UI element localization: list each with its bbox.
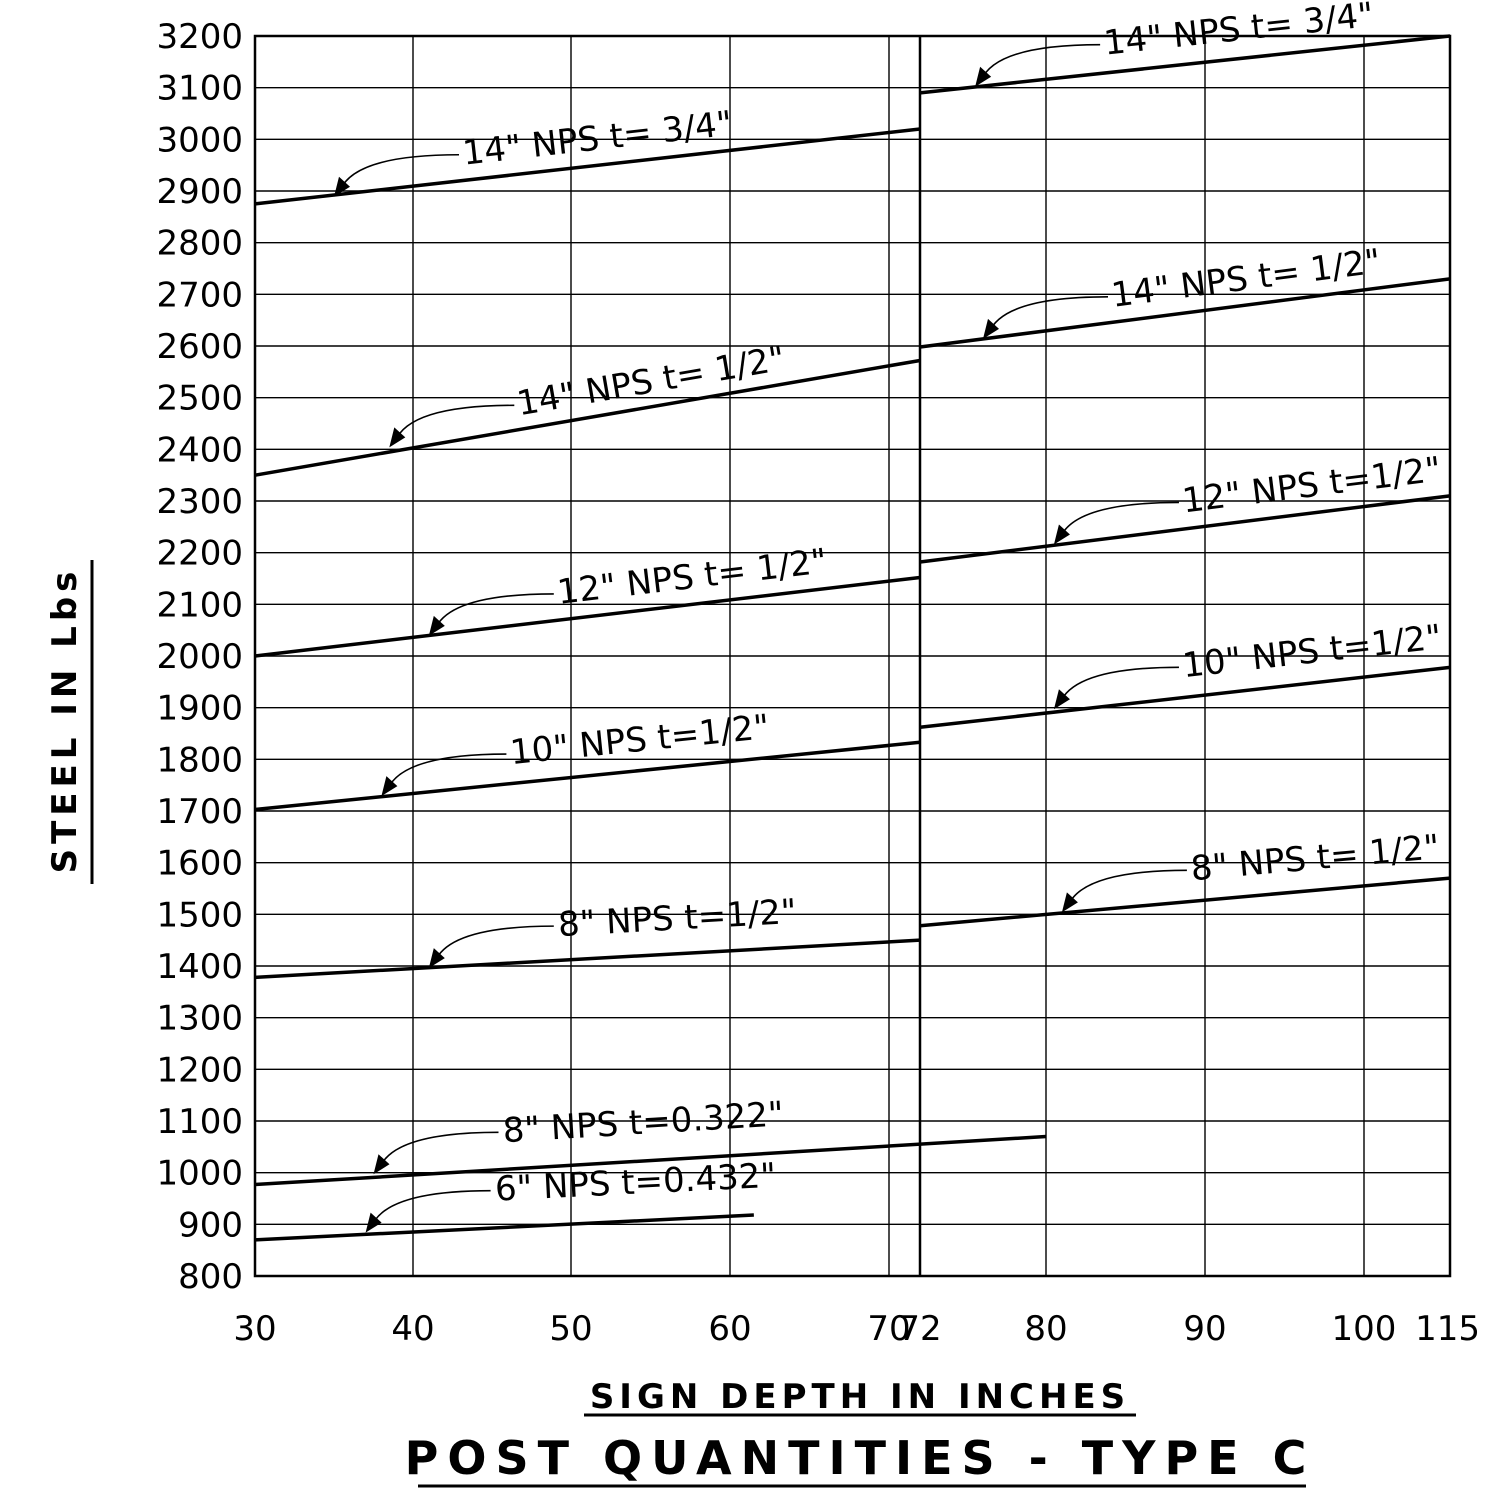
series-label: 8" NPS t=0.322" <box>502 1094 785 1151</box>
y-tick-label: 3100 <box>156 69 243 109</box>
x-tick-label: 30 <box>233 1309 276 1349</box>
series-line <box>919 665 1451 730</box>
series-line <box>254 358 921 477</box>
series-leader-line <box>1067 869 1187 907</box>
y-axis-ticks: 800 900 1000 1100 1200 1300 1400 1500 1600 1700 18… <box>156 17 243 1297</box>
x-tick-label: 80 <box>1024 1309 1067 1349</box>
y-tick-label: 2200 <box>156 534 243 574</box>
y-tick-label: 2700 <box>156 275 243 315</box>
series-label: 14" NPS t= 3/4" <box>1102 0 1376 64</box>
series-arrowhead <box>334 176 350 197</box>
series-line <box>919 494 1451 564</box>
series-line <box>254 1213 754 1242</box>
y-tick-label: 1200 <box>156 1050 243 1090</box>
x-tick-label: 90 <box>1183 1309 1226 1349</box>
y-tick-label: 2600 <box>156 327 243 367</box>
x-tick-label: 72 <box>898 1309 941 1349</box>
x-tick-label: 50 <box>549 1309 592 1349</box>
series-label: 8" NPS t= 1/2" <box>1189 827 1441 889</box>
series-arrowhead <box>373 1154 390 1175</box>
series-label: 12" NPS t=1/2" <box>1180 449 1443 521</box>
series-leader-line <box>1059 666 1179 704</box>
series-lines <box>254 34 1451 1242</box>
series-arrowhead <box>428 948 445 969</box>
x-tick-label: 60 <box>708 1309 751 1349</box>
series-leader-line <box>339 153 460 192</box>
chart-title: POST QUANTITIES - TYPE C <box>405 1431 1316 1485</box>
series-label: 10" NPS t=1/2" <box>508 707 771 773</box>
series-arrowhead <box>389 427 406 448</box>
series-line <box>919 277 1451 349</box>
y-tick-label: 1100 <box>156 1102 243 1142</box>
series-label: 8" NPS t=1/2" <box>557 892 797 945</box>
series-line <box>254 740 921 812</box>
x-axis-title: SIGN DEPTH IN INCHES <box>590 1377 1130 1417</box>
series-label: 6" NPS t=0.432" <box>494 1156 777 1210</box>
series-line <box>919 34 1451 95</box>
y-tick-label: 900 <box>178 1205 243 1245</box>
series-arrowhead <box>1053 689 1070 710</box>
series-line <box>254 1134 1047 1187</box>
y-tick-label: 2800 <box>156 224 243 264</box>
y-tick-label: 1300 <box>156 999 243 1039</box>
series-arrowhead <box>381 776 398 797</box>
series-arrowhead <box>983 318 999 339</box>
series-leader-line <box>370 1189 491 1227</box>
y-tick-label: 1000 <box>156 1154 243 1194</box>
series-leader-line <box>434 925 554 963</box>
y-tick-label: 3000 <box>156 120 243 160</box>
y-tick-label: 2100 <box>156 585 243 625</box>
x-tick-label: 70 <box>867 1309 910 1349</box>
series-arrowhead <box>365 1212 382 1233</box>
y-tick-label: 2400 <box>156 430 243 470</box>
series-label: 10" NPS t=1/2" <box>1180 617 1443 686</box>
series-label: 14" NPS t= 1/2" <box>514 339 788 425</box>
x-tick-label: 100 <box>1332 1309 1397 1349</box>
x-tick-label: 115 <box>1415 1309 1480 1349</box>
y-tick-label: 3200 <box>156 17 243 57</box>
x-tick-label: 40 <box>391 1309 434 1349</box>
y-tick-label: 1400 <box>156 947 243 987</box>
y-tick-label: 1700 <box>156 792 243 832</box>
y-tick-label: 800 <box>178 1257 243 1297</box>
series-arrowhead <box>428 615 445 636</box>
y-tick-label: 2300 <box>156 482 243 522</box>
y-tick-label: 1900 <box>156 689 243 729</box>
y-tick-label: 1600 <box>156 844 243 884</box>
y-tick-label: 2900 <box>156 172 243 212</box>
y-tick-label: 2000 <box>156 637 243 677</box>
series-line <box>254 575 921 658</box>
y-tick-label: 2500 <box>156 379 243 419</box>
y-tick-label: 1800 <box>156 740 243 780</box>
series-leader-line <box>378 1131 499 1169</box>
y-tick-label: 1500 <box>156 895 243 935</box>
series-arrowhead <box>1061 892 1078 913</box>
y-axis-title: STEEL IN Lbs <box>45 567 85 874</box>
series-line <box>919 876 1451 928</box>
series-arrowhead <box>975 66 992 87</box>
series-label: 14" NPS t= 3/4" <box>461 104 735 174</box>
series-line <box>254 938 921 980</box>
series-line <box>254 127 921 206</box>
series-leader-line <box>988 296 1109 334</box>
series-arrowhead <box>1053 524 1070 545</box>
